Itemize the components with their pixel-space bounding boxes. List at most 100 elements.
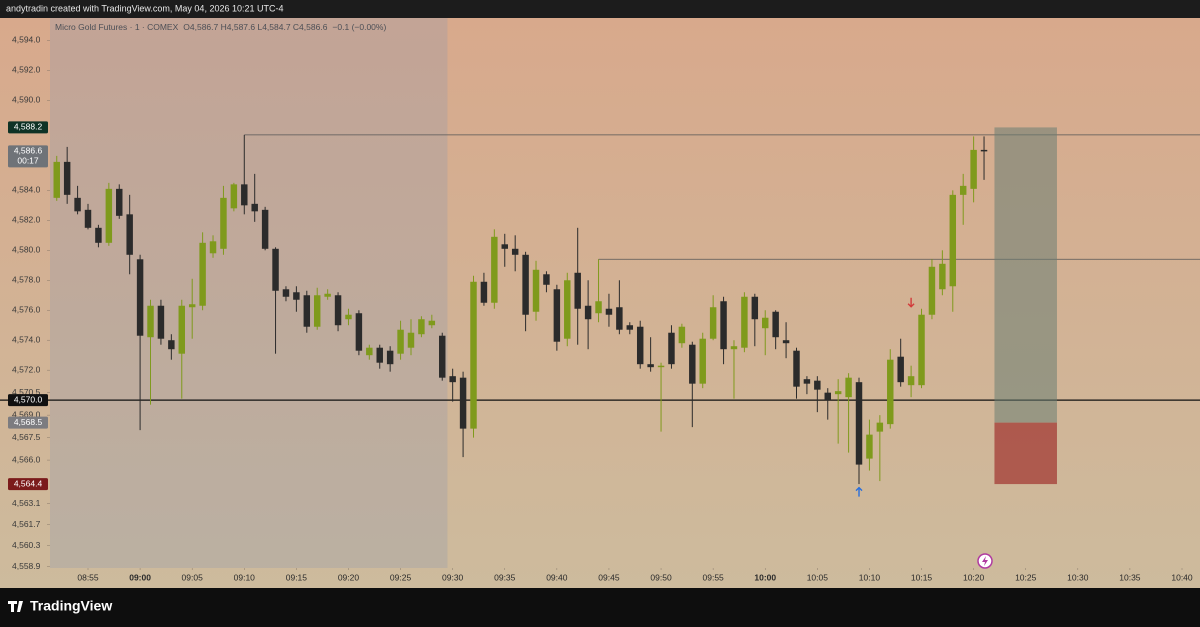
candle-body [199,242,206,306]
candle-body [449,376,456,383]
candle-body [980,149,988,152]
candle-body [803,379,811,384]
legend: Micro Gold Futures · 1 · COMEX O4,586.7 H… [55,22,386,32]
candle-body [699,338,706,384]
candle-body [636,326,644,365]
price-badge-label: 4,568.5 [14,417,43,427]
y-tick-label: 4,594.0 [12,35,41,45]
brand-logo [8,601,23,612]
candle-body [616,307,623,330]
x-tick-label: 09:15 [286,572,308,582]
x-tick-label: 10:00 [754,572,776,582]
candle-body [136,259,144,336]
candle-body [939,263,946,290]
candle-body [553,289,561,342]
x-tick-label: 09:00 [129,572,151,582]
candle-body [303,295,311,327]
y-tick-label: 4,561.7 [12,519,41,529]
candle-body [272,248,279,291]
candle-body [209,241,217,254]
candle-body [595,301,602,314]
position-target [994,127,1057,423]
top-bar [0,0,1200,18]
candle-body [741,296,748,348]
candle-body [459,377,467,429]
candle-body [355,313,363,351]
candle-body [95,227,102,243]
premarket-shade [50,18,448,568]
y-tick-label: 4,560.3 [12,540,41,550]
x-tick-label: 10:20 [963,572,985,582]
x-tick-label: 10:15 [911,572,933,582]
y-tick-label: 4,582.0 [12,215,41,225]
candle-body [564,280,571,339]
candle-body [251,203,258,212]
candle-body [949,194,957,287]
candle-body [428,320,436,326]
brand: TradingView [30,598,112,614]
x-tick-label: 09:45 [598,572,620,582]
lightning-icon [977,553,993,569]
candle-body [751,296,759,320]
x-tick-label: 08:55 [77,572,99,582]
candle-body [928,266,936,315]
candle-body [241,184,248,206]
y-tick-label: 4,569.0 [12,409,41,419]
attribution: andytradin created with TradingView.com,… [6,3,283,13]
y-tick-label: 4,563.1 [12,498,41,508]
candle-body [116,188,123,216]
footer-bar [0,588,1200,627]
price-badge-label: 4,586.6 [14,146,43,156]
y-tick-label: 4,580.0 [12,245,41,255]
candle-body [522,254,529,315]
candle-body [74,197,81,212]
price-badge [8,478,48,491]
y-tick-label: 4,578.0 [12,275,41,285]
candle-body [366,347,373,356]
candle-body [501,244,508,249]
candle-body [345,314,352,320]
candle-body [782,340,790,344]
price-badge [8,121,48,134]
candle-body [897,356,904,383]
price-badge [8,416,48,429]
y-tick-label: 4,558.9 [12,561,41,571]
price-badge-label: 4,564.4 [14,478,43,488]
candle-body [918,314,925,386]
x-tick-label: 10:40 [1171,572,1193,582]
y-tick-label: 4,566.0 [12,454,41,464]
candle-body [397,329,404,354]
candle-body [261,209,269,249]
candle-body [907,376,915,386]
candle-body [293,292,300,300]
candle-body [657,365,665,368]
candle-body [439,335,446,378]
candle-body [470,281,477,429]
y-tick-label: 4,590.0 [12,95,41,105]
candle-body [647,364,654,368]
candle-body [334,295,342,326]
y-tick-label: 4,592.0 [12,65,41,75]
position-stop [994,422,1057,485]
price-badge-label: 4,588.2 [14,122,43,132]
candle-body [876,422,884,432]
candle-body [730,346,738,350]
candle-body [793,350,800,387]
candle-body [480,281,488,303]
candle-body [855,382,863,465]
candle-body [84,209,92,228]
candle-body [678,326,686,344]
y-tick-label: 4,570.5 [12,387,41,397]
x-tick-label: 09:10 [234,572,256,582]
candle-body [532,269,540,312]
candle-body [834,391,842,395]
candle-body [126,214,133,255]
candle-body [178,305,186,354]
x-tick-label: 09:25 [390,572,412,582]
candle-body [220,197,227,249]
candle-body [157,305,165,339]
legend-change: −0.1 (−0.00%) [332,22,386,32]
candle-body [574,272,581,309]
candle-body [959,185,967,195]
candle-body [668,332,675,365]
